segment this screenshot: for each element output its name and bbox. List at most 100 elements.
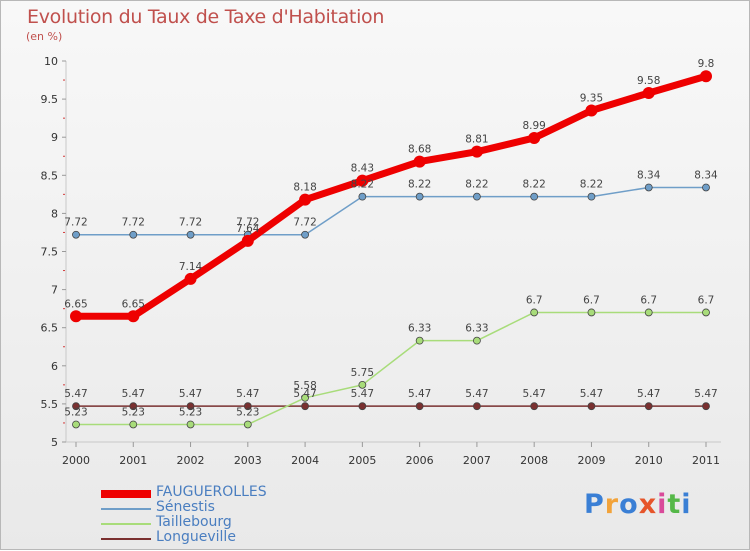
data-label: 5.47 xyxy=(408,388,431,400)
data-point xyxy=(301,230,309,239)
data-point xyxy=(585,104,598,117)
data-point xyxy=(473,402,481,411)
data-point xyxy=(184,272,197,285)
y-tick-label: 8 xyxy=(51,207,58,220)
data-point xyxy=(358,380,367,389)
data-point xyxy=(702,402,710,411)
data-point xyxy=(530,308,539,317)
data-point xyxy=(129,420,138,429)
data-label: 5.47 xyxy=(179,388,202,400)
data-point xyxy=(72,230,80,239)
legend-item: Taillebourg xyxy=(101,514,401,531)
data-label: 5.23 xyxy=(236,406,259,418)
data-point xyxy=(473,192,481,201)
data-label: 5.47 xyxy=(351,388,374,400)
data-label: 5.58 xyxy=(293,380,316,392)
logo-letter: o xyxy=(619,489,639,520)
data-label: 8.18 xyxy=(293,182,316,194)
x-tick-label: 2008 xyxy=(520,454,548,467)
data-point xyxy=(528,131,541,144)
data-point xyxy=(186,420,195,429)
data-point xyxy=(415,192,424,201)
data-point xyxy=(301,402,309,411)
data-label: 7.14 xyxy=(179,261,203,273)
data-point xyxy=(72,420,80,429)
legend-swatch xyxy=(101,490,151,498)
proxiti-logo: Proxiti xyxy=(584,489,692,520)
data-point xyxy=(644,308,653,317)
y-tick-label: 10 xyxy=(44,55,58,68)
x-tick-label: 2005 xyxy=(348,454,376,467)
logo-letter: P xyxy=(584,489,605,520)
data-point xyxy=(587,402,596,411)
data-label: 5.47 xyxy=(637,388,660,400)
y-tick-label: 5.5 xyxy=(41,398,59,411)
data-point xyxy=(415,336,424,345)
legend: FAUGUEROLLES Sénestis Taillebourg Longuevil… xyxy=(101,484,401,546)
data-label: 8.68 xyxy=(408,144,431,156)
y-tick-label: 5 xyxy=(51,436,58,449)
data-point xyxy=(301,393,309,402)
data-label: 8.22 xyxy=(522,179,545,191)
data-point xyxy=(129,230,138,239)
data-point xyxy=(72,402,80,411)
data-point xyxy=(587,308,596,317)
data-label: 8.34 xyxy=(694,169,718,181)
x-tick-label: 2003 xyxy=(234,454,262,467)
data-label: 8.34 xyxy=(637,169,661,181)
data-label: 5.47 xyxy=(122,388,145,400)
data-point xyxy=(530,192,539,201)
data-point xyxy=(642,87,655,100)
legend-label: Taillebourg xyxy=(156,514,232,530)
data-label: 8.22 xyxy=(351,179,374,191)
data-label: 5.23 xyxy=(179,406,202,418)
data-label: 9.35 xyxy=(580,93,603,105)
x-tick-label: 2011 xyxy=(692,454,720,467)
series-line-1 xyxy=(76,186,706,236)
y-tick-label: 9.5 xyxy=(41,93,59,106)
data-point xyxy=(415,402,424,411)
data-label: 6.65 xyxy=(64,298,87,310)
legend-item: FAUGUEROLLES xyxy=(101,484,401,501)
y-tick-label: 8.5 xyxy=(41,169,59,182)
data-label: 6.33 xyxy=(408,323,431,335)
data-label: 5.23 xyxy=(64,406,87,418)
series-line-2 xyxy=(76,311,706,426)
data-label: 6.65 xyxy=(122,298,145,310)
x-tick-label: 2007 xyxy=(463,454,491,467)
legend-item: Sénestis xyxy=(101,499,401,516)
data-point xyxy=(644,402,653,411)
y-tick-label: 7.5 xyxy=(41,246,59,259)
data-label: 8.22 xyxy=(465,179,488,191)
logo-letter: x xyxy=(638,489,658,520)
data-point xyxy=(587,192,596,201)
logo-letter: i xyxy=(657,489,668,520)
data-label: 5.47 xyxy=(236,388,259,400)
data-point xyxy=(644,183,653,192)
legend-item: Longueville xyxy=(101,529,401,546)
data-label: 5.47 xyxy=(293,388,316,400)
data-point xyxy=(530,402,539,411)
data-point xyxy=(186,402,195,411)
data-point xyxy=(358,192,367,201)
data-label: 7.64 xyxy=(236,223,260,235)
data-point xyxy=(241,234,254,247)
x-tick-label: 2002 xyxy=(177,454,205,467)
data-point xyxy=(413,155,426,168)
legend-label: Sénestis xyxy=(156,499,215,515)
data-point xyxy=(243,420,252,429)
data-label: 8.22 xyxy=(580,179,603,191)
data-label: 8.81 xyxy=(465,134,488,146)
data-label: 9.8 xyxy=(698,58,715,70)
data-label: 5.23 xyxy=(122,406,145,418)
logo-letter: r xyxy=(604,489,620,520)
data-point xyxy=(473,336,481,345)
legend-swatch xyxy=(101,508,151,510)
x-tick-label: 2001 xyxy=(119,454,147,467)
legend-label: Longueville xyxy=(156,529,236,545)
series-line-0 xyxy=(76,72,707,320)
data-point xyxy=(702,308,710,317)
data-label: 8.43 xyxy=(351,163,374,175)
